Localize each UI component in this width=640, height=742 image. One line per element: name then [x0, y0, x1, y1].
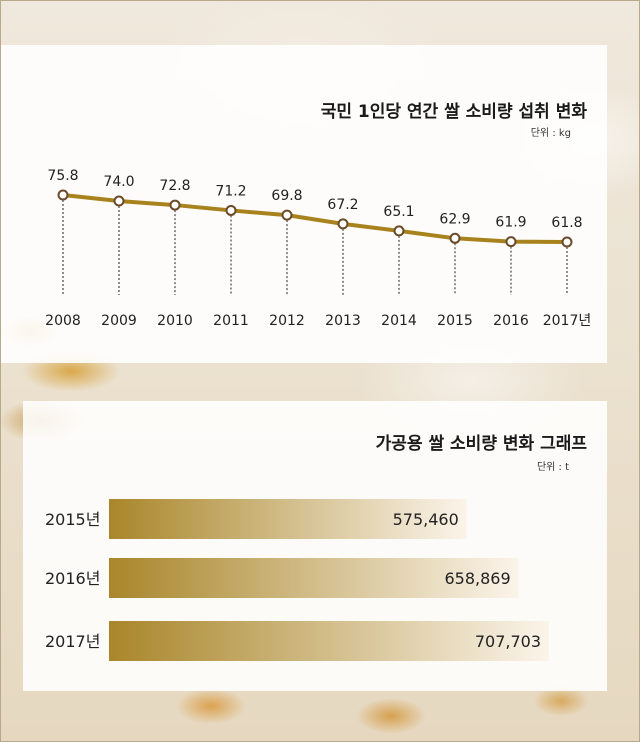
data-label: 65.1 — [383, 204, 414, 220]
data-point — [281, 209, 293, 221]
data-label: 72.8 — [159, 178, 190, 194]
data-point — [393, 225, 405, 237]
x-tick-label: 2016 — [493, 313, 529, 329]
series-line — [62, 193, 568, 244]
line-chart-title: 국민 1인당 연간 쌀 소비량 섭취 변화 — [320, 102, 587, 122]
y-tick-label: 2015년 — [45, 510, 100, 529]
x-tick-label: 2015 — [437, 313, 473, 329]
bar-chart: 2015년 575,460 2016년 658,869 2017년 707,703 — [45, 499, 549, 661]
bar-chart-unit-label: 단위 : t — [536, 462, 569, 473]
data-label: 62.9 — [439, 211, 470, 227]
data-point — [169, 199, 181, 211]
data-label: 74.0 — [103, 174, 134, 190]
data-point — [449, 232, 461, 244]
data-label: 575,460 — [393, 510, 459, 529]
x-tick-label: 2009 — [101, 313, 137, 329]
data-label: 61.9 — [495, 215, 526, 231]
x-tick-label: 2017년 — [543, 313, 592, 329]
x-tick-label: 2014 — [381, 313, 417, 329]
data-point — [505, 236, 517, 248]
data-point — [57, 189, 69, 201]
bar — [109, 558, 519, 598]
data-point — [113, 195, 125, 207]
data-point — [337, 218, 349, 230]
data-label: 71.2 — [215, 183, 246, 199]
data-label: 75.8 — [47, 168, 78, 184]
data-point — [225, 204, 237, 216]
bar-chart-title: 가공용 쌀 소비량 변화 그래프 — [375, 434, 587, 454]
y-tick-label: 2017년 — [45, 632, 100, 651]
line-chart-panel: 국민 1인당 연간 쌀 소비량 섭취 변화 단위 : kg 75.8 2008 74… — [1, 45, 607, 363]
x-tick-label: 2012 — [269, 313, 305, 329]
bar — [109, 499, 467, 539]
x-tick-label: 2011 — [213, 313, 249, 329]
x-tick-label: 2010 — [157, 313, 193, 329]
line-chart-unit-label: 단위 : kg — [530, 128, 571, 139]
data-label: 707,703 — [475, 632, 541, 651]
x-tick-label: 2008 — [45, 313, 81, 329]
data-label: 67.2 — [327, 197, 358, 213]
data-point — [561, 236, 573, 248]
data-label: 61.8 — [551, 215, 582, 231]
data-label: 69.8 — [271, 188, 302, 204]
data-label: 658,869 — [444, 569, 510, 588]
x-tick-label: 2013 — [325, 313, 361, 329]
bar-chart-panel: 가공용 쌀 소비량 변화 그래프 단위 : t 2015년 575,460 2016… — [23, 401, 607, 691]
bar — [109, 621, 549, 661]
line-chart: 75.8 2008 74.0 2009 72.8 2010 71.2 2011 69.8 2012… — [45, 168, 592, 329]
y-tick-label: 2016년 — [45, 569, 100, 588]
